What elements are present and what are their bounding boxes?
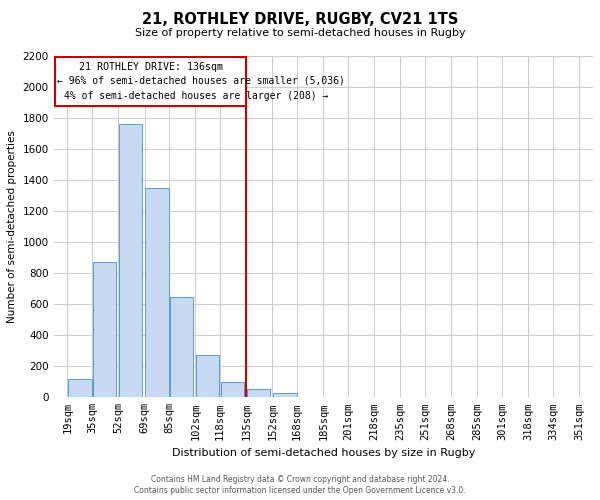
Text: ← 96% of semi-detached houses are smaller (5,036): ← 96% of semi-detached houses are smalle…	[58, 76, 346, 86]
Bar	[93, 262, 116, 398]
Text: Contains public sector information licensed under the Open Government Licence v3: Contains public sector information licen…	[134, 486, 466, 495]
Bar	[145, 188, 169, 398]
Text: Size of property relative to semi-detached houses in Rugby: Size of property relative to semi-detach…	[134, 28, 466, 38]
Text: 21, ROTHLEY DRIVE, RUGBY, CV21 1TS: 21, ROTHLEY DRIVE, RUGBY, CV21 1TS	[142, 12, 458, 28]
FancyBboxPatch shape	[55, 58, 246, 106]
Text: 21 ROTHLEY DRIVE: 136sqm: 21 ROTHLEY DRIVE: 136sqm	[79, 62, 223, 72]
Bar	[196, 354, 220, 398]
Bar	[273, 392, 296, 398]
Y-axis label: Number of semi-detached properties: Number of semi-detached properties	[7, 130, 17, 323]
Bar	[68, 378, 92, 398]
Bar	[247, 389, 271, 398]
Bar	[170, 298, 193, 398]
Text: 4% of semi-detached houses are larger (208) →: 4% of semi-detached houses are larger (2…	[64, 91, 328, 101]
Bar	[221, 382, 244, 398]
Text: Contains HM Land Registry data © Crown copyright and database right 2024.: Contains HM Land Registry data © Crown c…	[151, 475, 449, 484]
Bar	[119, 124, 142, 398]
X-axis label: Distribution of semi-detached houses by size in Rugby: Distribution of semi-detached houses by …	[172, 448, 475, 458]
